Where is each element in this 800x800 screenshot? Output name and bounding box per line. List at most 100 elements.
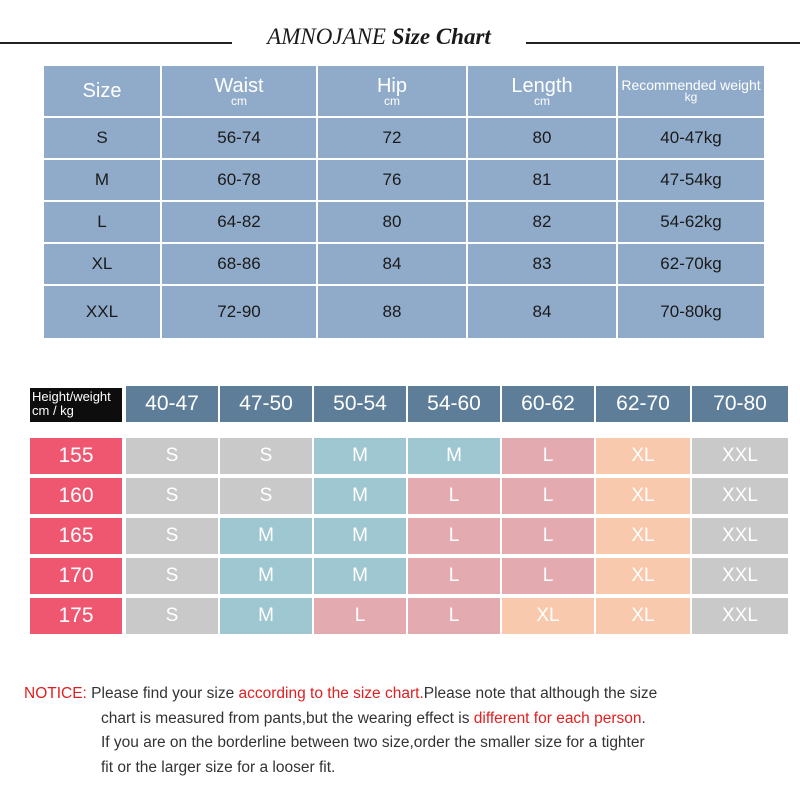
header-unit: kg: [684, 90, 698, 104]
size-cell: M: [314, 478, 406, 514]
waist-cell: 60-78: [162, 160, 316, 200]
size-cell: M: [314, 558, 406, 594]
length-value: 83: [532, 254, 552, 273]
size-cell: XXL: [692, 518, 788, 554]
size-cell: XXL: [692, 438, 788, 474]
header-weight: Recommended weight kg: [618, 66, 764, 116]
notice-label: NOTICE:: [24, 685, 87, 702]
brand-name: AMNOJANE: [267, 24, 386, 49]
height-weight-corner: Height/weight cm / kg: [30, 388, 122, 422]
hip-cell: 88: [318, 286, 466, 338]
length-cell: 81: [468, 160, 616, 200]
length-cell: 83: [468, 244, 616, 284]
size-cell: L: [408, 478, 500, 514]
weight-value: 40-47kg: [660, 128, 722, 147]
hip-value: 80: [382, 212, 402, 231]
title-rule-right: [526, 42, 800, 44]
height-cell: 160: [30, 478, 122, 514]
size-cell: XL: [596, 558, 690, 594]
size-cell: XL: [596, 478, 690, 514]
title-rule-left: [0, 42, 232, 44]
size-cell: M: [220, 518, 312, 554]
weight-cell: 70-80kg: [618, 286, 764, 338]
waist-cell: 72-90: [162, 286, 316, 338]
waist-cell: 56-74: [162, 118, 316, 158]
page-title: AMNOJANE Size Chart: [232, 24, 526, 50]
header-size: Size: [44, 66, 160, 116]
title-text: Size Chart: [391, 24, 491, 49]
notice-text: Please find your size: [86, 685, 239, 702]
hip-value: 76: [382, 170, 402, 189]
header-label: Waist: [214, 74, 264, 97]
waist-value: 56-74: [217, 128, 261, 147]
corner-units: cm / kg: [32, 403, 74, 418]
height-cell: 175: [30, 598, 122, 634]
hip-value: 84: [382, 254, 402, 273]
weight-header: 40-47: [126, 386, 218, 422]
size-value: S: [96, 128, 108, 147]
length-cell: 84: [468, 286, 616, 338]
hip-value: 88: [382, 302, 402, 321]
size-value: XXL: [85, 302, 119, 321]
corner-label: Height/weight: [32, 389, 111, 404]
length-cell: 82: [468, 202, 616, 242]
header-waist: Waist cm: [162, 66, 316, 116]
size-cell: L: [502, 478, 594, 514]
waist-value: 68-86: [217, 254, 261, 273]
size-cell: L: [502, 518, 594, 554]
waist-cell: 68-86: [162, 244, 316, 284]
size-value: L: [97, 212, 107, 231]
size-cell: XL: [44, 244, 160, 284]
size-cell: S: [126, 478, 218, 514]
header-label: Length: [511, 74, 573, 97]
weight-cell: 54-62kg: [618, 202, 764, 242]
hip-cell: 76: [318, 160, 466, 200]
weight-header: 50-54: [314, 386, 406, 422]
weight-cell: 47-54kg: [618, 160, 764, 200]
notice-text: .: [641, 709, 646, 727]
size-cell: XXL: [692, 478, 788, 514]
notice-highlight: according to the size chart.: [238, 685, 424, 702]
weight-header: 54-60: [408, 386, 500, 422]
waist-value: 72-90: [217, 302, 261, 321]
header-hip: Hip cm: [318, 66, 466, 116]
size-cell: S: [44, 118, 160, 158]
waist-value: 60-78: [217, 170, 261, 189]
size-value: M: [94, 170, 110, 189]
notice-highlight: different for each person: [473, 709, 642, 727]
weight-header: 60-62: [502, 386, 594, 422]
notice-text: fit or the larger size for a looser fit.: [101, 758, 336, 776]
size-cell: S: [220, 478, 312, 514]
hip-cell: 84: [318, 244, 466, 284]
header-unit: cm: [534, 93, 550, 108]
hip-value: 72: [382, 128, 402, 147]
waist-cell: 64-82: [162, 202, 316, 242]
size-cell: M: [220, 598, 312, 634]
header-label: Recommended weight: [621, 77, 761, 93]
height-cell: 165: [30, 518, 122, 554]
size-cell: L: [314, 598, 406, 634]
size-cell: S: [126, 598, 218, 634]
hip-cell: 80: [318, 202, 466, 242]
hip-cell: 72: [318, 118, 466, 158]
notice-text: If you are on the borderline between two…: [101, 734, 645, 751]
size-cell: XXL: [692, 598, 788, 634]
size-cell: M: [220, 558, 312, 594]
length-value: 84: [532, 302, 552, 321]
length-value: 81: [532, 170, 552, 189]
notice-text: chart is measured from pants,but the wea…: [101, 709, 474, 727]
weight-cell: 40-47kg: [618, 118, 764, 158]
size-cell: S: [126, 558, 218, 594]
size-measurement-table: Size Waist cm Hip cm Length cm Recommended weig…: [44, 66, 764, 340]
header-length: Length cm: [468, 66, 616, 116]
length-value: 82: [532, 212, 552, 231]
size-cell: L: [408, 558, 500, 594]
length-value: 80: [532, 128, 552, 147]
weight-header: 62-70: [596, 386, 690, 422]
weight-value: 47-54kg: [660, 170, 722, 189]
notice-text: Please note that although the size: [423, 685, 658, 702]
height-cell: 170: [30, 558, 122, 594]
header-label: Hip: [376, 74, 407, 97]
size-cell: L: [502, 558, 594, 594]
size-cell: L: [408, 598, 500, 634]
